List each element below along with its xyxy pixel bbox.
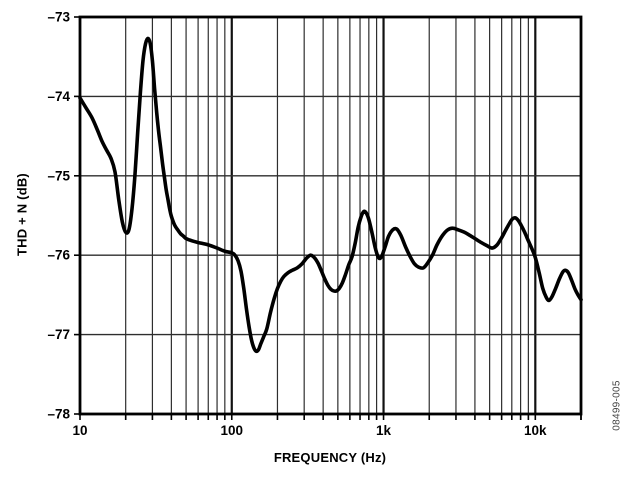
x-tick-label: 100 [221,423,244,438]
y-tick-label: –75 [47,168,70,183]
tick-labels: 10 100 1k 10k –73 –74 –75 –76 –77 –78 [47,10,547,439]
axis-ticks [74,16,582,420]
x-axis-title: FREQUENCY (Hz) [273,450,387,465]
thd-n-curve [78,36,583,354]
grid-lines [80,17,581,414]
y-tick-label: –77 [47,327,70,342]
x-tick-label: 10 [72,423,87,438]
y-tick-label: –78 [47,407,70,422]
plot-frame [78,15,583,416]
y-axis-title: THD + N (dB) [14,173,30,256]
y-tick-label: –73 [47,10,70,25]
x-tick-label: 1k [376,423,392,438]
y-tick-label: –76 [47,248,70,263]
y-tick-label: –74 [47,89,70,104]
x-tick-label: 10k [524,423,547,438]
figure-number-watermark: 08499-005 [611,380,623,431]
